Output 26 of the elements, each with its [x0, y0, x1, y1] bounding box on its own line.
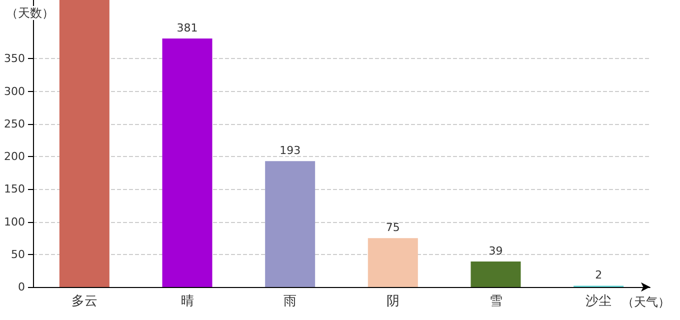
y-tick-label: 50 [11, 248, 25, 261]
y-tick-label: 100 [4, 215, 25, 228]
data-label: 39 [488, 244, 503, 258]
x-tick-label: 雪 [489, 294, 502, 309]
x-axis-title: （天气） [622, 295, 670, 309]
x-tick-label: 多云 [71, 294, 98, 309]
data-label: 75 [386, 221, 400, 234]
bar [265, 161, 316, 287]
bar [368, 238, 418, 287]
x-tick-label: 沙尘 [586, 294, 612, 309]
data-label: 381 [176, 21, 198, 34]
bar [470, 262, 521, 287]
data-label: 193 [280, 144, 301, 158]
x-tick-label: 晴 [180, 294, 194, 309]
y-tick-label: 250 [4, 117, 25, 130]
bar [162, 38, 212, 287]
y-tick-label: 150 [4, 182, 25, 196]
x-tick-label: 阴 [386, 294, 400, 309]
y-tick-label: 350 [4, 52, 25, 66]
y-tick-label: 200 [4, 150, 25, 164]
x-tick-label: 雨 [284, 294, 297, 309]
data-label: 2 [595, 268, 602, 282]
y-tick-label: 300 [4, 84, 25, 98]
bar [59, 0, 110, 287]
y-tick-label: 0 [18, 280, 25, 294]
y-axis-title: （天数） [6, 6, 54, 20]
